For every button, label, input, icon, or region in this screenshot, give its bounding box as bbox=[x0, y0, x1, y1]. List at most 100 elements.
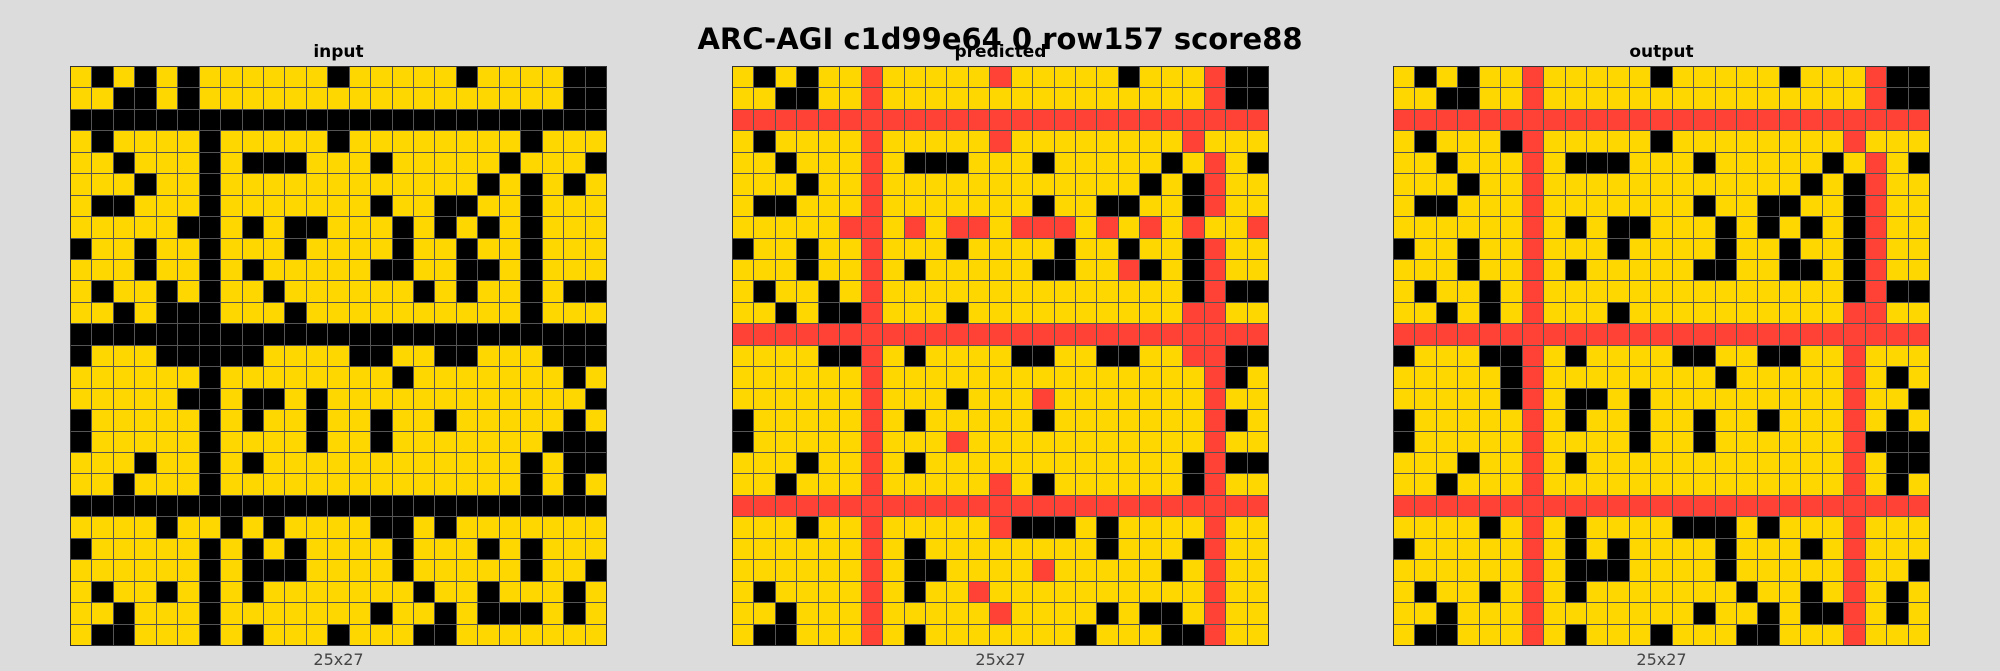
grid-cell bbox=[478, 603, 499, 624]
grid-cell bbox=[242, 324, 263, 345]
grid-cell bbox=[840, 560, 861, 581]
grid-cell bbox=[392, 538, 414, 560]
grid-cell bbox=[242, 560, 263, 581]
grid-cell bbox=[1779, 260, 1801, 281]
grid-cell bbox=[1779, 624, 1801, 645]
grid-cell bbox=[1908, 345, 1929, 367]
grid-cell bbox=[1415, 453, 1436, 474]
grid-cell bbox=[92, 538, 113, 560]
grid-cell bbox=[1183, 174, 1204, 195]
grid-cell bbox=[1565, 388, 1586, 410]
grid-cell bbox=[1715, 603, 1737, 624]
grid-cell bbox=[1522, 474, 1544, 495]
grid-cell bbox=[840, 88, 861, 109]
grid-cell bbox=[1779, 453, 1801, 474]
grid-cell bbox=[733, 152, 754, 174]
grid-cell bbox=[1779, 152, 1801, 174]
grid-cell bbox=[818, 367, 840, 388]
grid-cell bbox=[1715, 302, 1737, 324]
grid-cell bbox=[1822, 88, 1844, 109]
grid-cell bbox=[478, 517, 499, 538]
grid-cell bbox=[135, 260, 156, 281]
grid-cell bbox=[478, 495, 499, 517]
grid-cell bbox=[1758, 431, 1779, 452]
grid-cell bbox=[861, 195, 883, 217]
grid-cell bbox=[263, 367, 285, 388]
grid-cell bbox=[925, 345, 947, 367]
grid-cell bbox=[925, 581, 947, 603]
grid-cell bbox=[1076, 217, 1097, 238]
grid-cell bbox=[1479, 174, 1501, 195]
grid-cell bbox=[1140, 603, 1161, 624]
grid-cell bbox=[1758, 88, 1779, 109]
output-grid bbox=[1393, 66, 1930, 646]
grid-cell bbox=[947, 195, 968, 217]
grid-cell bbox=[797, 109, 818, 131]
grid-cell bbox=[1651, 517, 1672, 538]
grid-cell bbox=[1822, 109, 1844, 131]
grid-cell bbox=[1054, 538, 1076, 560]
grid-cell bbox=[1651, 367, 1672, 388]
grid-cell bbox=[1629, 131, 1651, 152]
grid-cell bbox=[263, 431, 285, 452]
grid-cell bbox=[1758, 517, 1779, 538]
grid-cell bbox=[349, 131, 371, 152]
grid-cell bbox=[883, 410, 904, 431]
grid-cell bbox=[861, 109, 883, 131]
grid-cell bbox=[371, 624, 392, 645]
grid-cell bbox=[178, 152, 199, 174]
grid-cell bbox=[861, 474, 883, 495]
grid-cell bbox=[1247, 538, 1268, 560]
grid-cell bbox=[1522, 67, 1544, 88]
grid-cell bbox=[1076, 560, 1097, 581]
grid-cell bbox=[414, 388, 435, 410]
grid-cell bbox=[1097, 345, 1118, 367]
grid-cell bbox=[1629, 517, 1651, 538]
grid-cell bbox=[925, 474, 947, 495]
grid-cell bbox=[1501, 431, 1522, 452]
grid-cell bbox=[263, 131, 285, 152]
grid-cell bbox=[1076, 345, 1097, 367]
grid-cell bbox=[478, 410, 499, 431]
grid-cell bbox=[1887, 581, 1908, 603]
grid-cell bbox=[328, 238, 349, 259]
grid-cell bbox=[1140, 324, 1161, 345]
grid-cell bbox=[435, 152, 456, 174]
grid-cell bbox=[1715, 281, 1737, 302]
grid-cell bbox=[306, 195, 328, 217]
grid-cell bbox=[1097, 174, 1118, 195]
grid-cell bbox=[1436, 302, 1458, 324]
grid-cell bbox=[1183, 217, 1204, 238]
grid-cell bbox=[328, 174, 349, 195]
grid-cell bbox=[1415, 238, 1436, 259]
grid-cell bbox=[1183, 88, 1204, 109]
grid-cell bbox=[883, 603, 904, 624]
grid-cell bbox=[328, 88, 349, 109]
grid-cell bbox=[1204, 538, 1226, 560]
grid-cell bbox=[754, 131, 775, 152]
grid-cell bbox=[178, 624, 199, 645]
grid-cell bbox=[1629, 324, 1651, 345]
grid-cell bbox=[733, 195, 754, 217]
grid-cell bbox=[1436, 152, 1458, 174]
grid-cell bbox=[904, 131, 925, 152]
grid-cell bbox=[113, 67, 135, 88]
grid-cell bbox=[840, 324, 861, 345]
grid-cell bbox=[1737, 174, 1758, 195]
grid-cell bbox=[1204, 388, 1226, 410]
grid-cell bbox=[1033, 238, 1054, 259]
grid-cell bbox=[990, 624, 1011, 645]
grid-cell bbox=[113, 624, 135, 645]
grid-cell bbox=[1822, 474, 1844, 495]
grid-cell bbox=[328, 603, 349, 624]
grid-cell bbox=[1758, 388, 1779, 410]
grid-cell bbox=[1247, 152, 1268, 174]
grid-cell bbox=[733, 495, 754, 517]
grid-cell bbox=[456, 195, 478, 217]
grid-cell bbox=[1522, 109, 1544, 131]
grid-cell bbox=[1226, 345, 1247, 367]
grid-cell bbox=[1586, 367, 1608, 388]
grid-cell bbox=[1822, 453, 1844, 474]
grid-cell bbox=[904, 195, 925, 217]
grid-cell bbox=[1204, 324, 1226, 345]
